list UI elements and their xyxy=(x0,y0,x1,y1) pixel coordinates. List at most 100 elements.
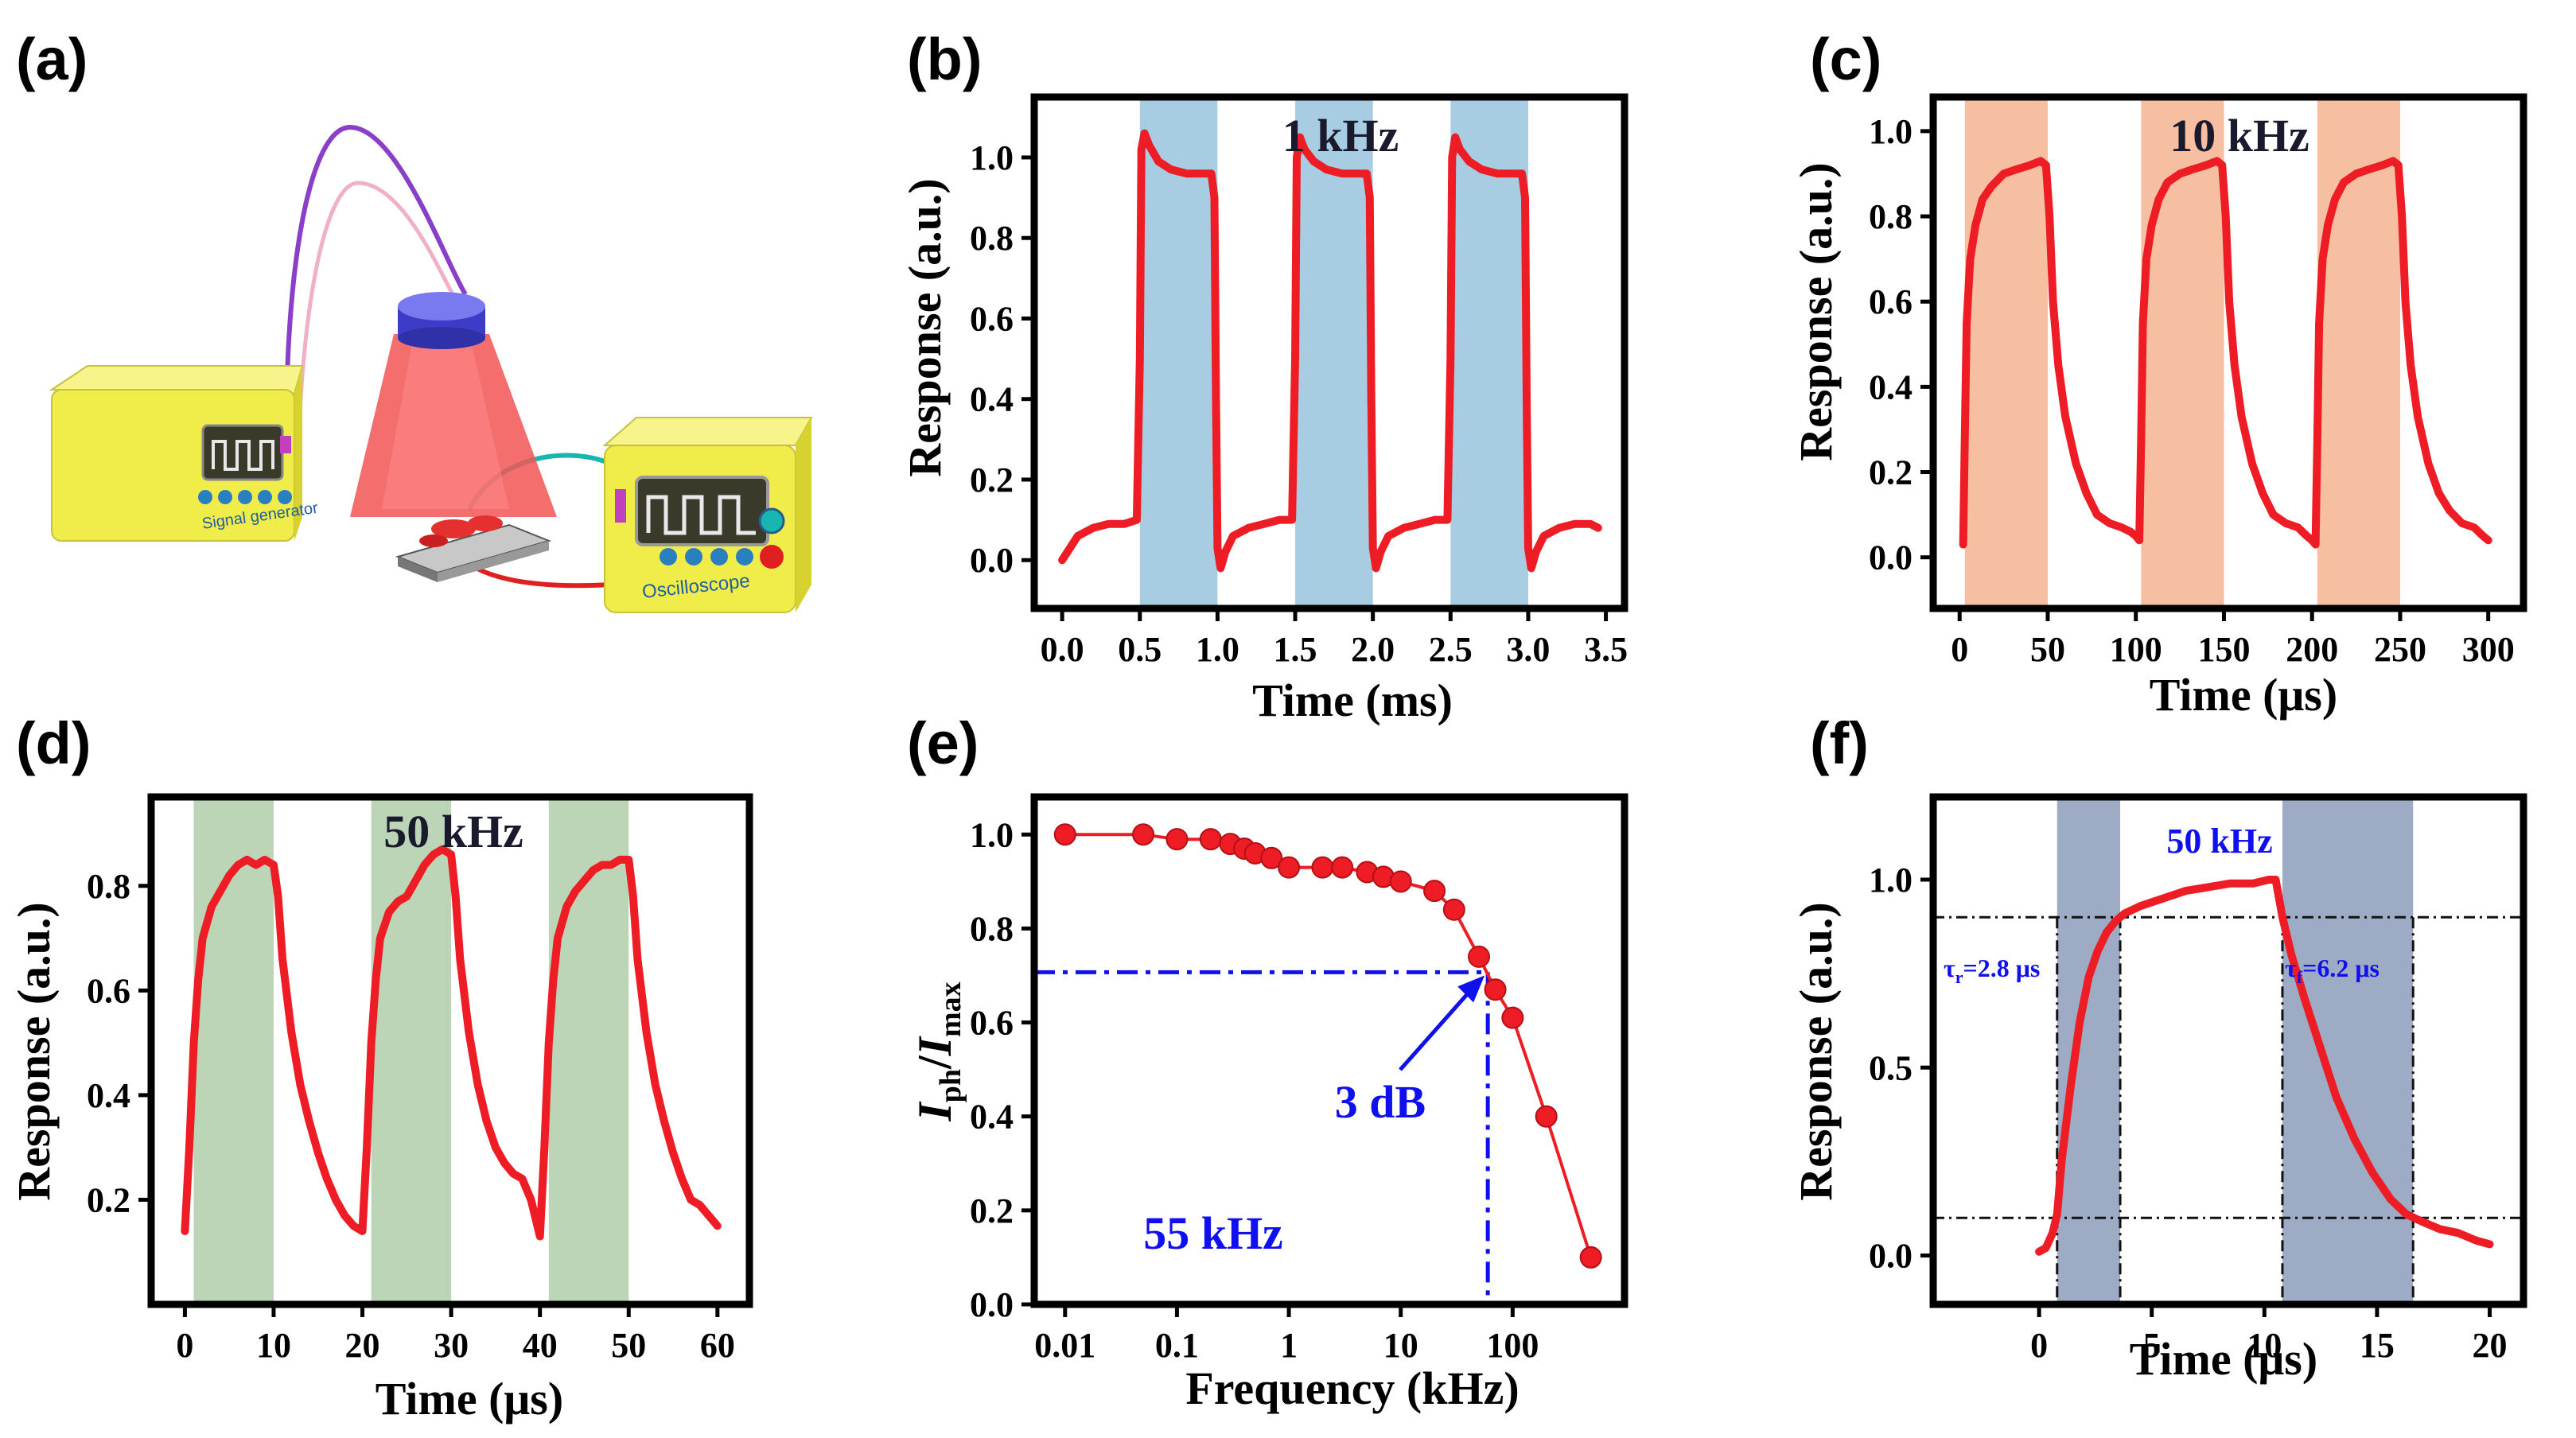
panel-e-y-tick-label-6: 1.0 xyxy=(970,815,1014,854)
panel-e-data-point-9 xyxy=(1278,856,1301,879)
panel-f-tau-rise-annotation: τr=2.8 μs xyxy=(1944,954,2040,987)
panel-c-y-tick-label-6: 1.0 xyxy=(1869,112,1913,151)
panel-b-band-3 xyxy=(1450,97,1528,608)
panel-e-x-tick-label-3: 1 xyxy=(1280,1326,1298,1365)
oscilloscope: Oscilloscope xyxy=(602,417,813,613)
panel-c-y-tick-label-1: 0.0 xyxy=(1869,538,1913,577)
panel-f-x-tick-label-2: 5 xyxy=(2143,1326,2161,1365)
panel-e-data-point-10 xyxy=(1311,856,1334,879)
panel-c-x-axis-label: Time (μs) xyxy=(2150,669,2337,721)
panel-b-y-tick-label-1: 0.0 xyxy=(970,541,1014,580)
panel-e-y-tick-label-4: 0.6 xyxy=(970,1004,1014,1043)
panel-b-x-tick-label-6: 2.5 xyxy=(1429,630,1473,669)
panel-e-data-point-14 xyxy=(1389,870,1412,893)
panel-b-x-tick-label-4: 1.5 xyxy=(1274,630,1317,669)
panel-c-x-tick-label-5: 200 xyxy=(2286,630,2338,669)
panel-e-plot-area: 3 dB 55 kHz 0.01 0.1 1 10 100 0.0 0.2 0.4 0.6 0.8 1.… xyxy=(970,793,1628,1365)
panel-e-data-point-4 xyxy=(1199,828,1222,851)
panel-d-x-tick-label-2: 10 xyxy=(256,1326,291,1365)
panel-f-y-tick-label-2: 0.5 xyxy=(1869,1048,1913,1087)
panel-d-x-tick-label-5: 40 xyxy=(523,1326,558,1365)
panel-b-x-axis-label: Time (ms) xyxy=(1252,674,1453,726)
signal-generator: Signal generator xyxy=(49,365,319,542)
panel-b-y-tick-label-5: 0.8 xyxy=(970,219,1014,258)
panel-f-series-line xyxy=(2035,876,2494,1256)
panel-e-y-tick-label-3: 0.4 xyxy=(970,1098,1014,1137)
panel-b-title: 1 kHz xyxy=(1282,110,1399,161)
panel-f-y-axis-label: Response (a.u.) xyxy=(1790,902,1842,1200)
panel-f-label: (f) xyxy=(1810,710,1869,776)
panel-c-x-tick-label-4: 150 xyxy=(2197,630,2250,669)
cable-pink xyxy=(296,181,460,454)
panel-c-y-tick-label-2: 0.2 xyxy=(1869,453,1913,492)
panel-b-x-tick-label-2: 0.5 xyxy=(1118,630,1162,669)
panel-b-label: (b) xyxy=(907,26,983,92)
panel-e-y-axis-label: Iph/Imax xyxy=(909,981,967,1121)
panel-e-x-tick-label-5: 100 xyxy=(1486,1326,1539,1365)
panel-d-title: 50 kHz xyxy=(383,806,523,857)
panel-b-y-tick-label-4: 0.6 xyxy=(970,299,1014,338)
panel-c-y-tick-label-3: 0.4 xyxy=(1869,367,1913,406)
panel-b-chart: (b) 0.0 0.5 1.0 1.5 2.0 2.5 3.0 3.5 0.0 0.2 0.4 0.6… xyxy=(899,26,1628,726)
panel-c-series-line xyxy=(1959,157,2492,549)
panel-e-data-point-17 xyxy=(1468,945,1491,968)
panel-e-data-point-20 xyxy=(1535,1105,1558,1128)
panel-f-y-tick-label-3: 1.0 xyxy=(1869,861,1913,900)
panel-f-x-tick-label-5: 20 xyxy=(2473,1326,2508,1365)
panel-d-x-tick-label-3: 20 xyxy=(345,1326,380,1365)
light-source xyxy=(350,292,557,517)
panel-e-data-point-18 xyxy=(1484,978,1507,1001)
panel-d-x-tick-label-4: 30 xyxy=(434,1326,469,1365)
panel-e-data-point-2 xyxy=(1132,823,1155,846)
panel-e-series-line xyxy=(1063,833,1593,1259)
panel-b-x-tick-label-8: 3.5 xyxy=(1584,630,1628,669)
panel-c-band-1 xyxy=(1964,97,2048,608)
panel-d-y-tick-label-1: 0.2 xyxy=(87,1180,130,1219)
panel-c-y-axis-label: Response (a.u.) xyxy=(1790,162,1842,461)
panel-e-x-tick-label-2: 0.1 xyxy=(1155,1326,1199,1365)
panel-c-y-tick-label-4: 0.6 xyxy=(1869,282,1913,321)
panel-b-plot-area: 0.0 0.5 1.0 1.5 2.0 2.5 3.0 3.5 0.0 0.2 0.4 0.6 0.8 1… xyxy=(970,93,1628,669)
panel-e-y-tick-label-5: 0.8 xyxy=(970,909,1014,948)
panel-d-x-tick-label-1: 0 xyxy=(176,1326,193,1365)
panel-b-y-tick-label-2: 0.2 xyxy=(970,461,1014,499)
panel-b-axes-frame xyxy=(1030,93,1628,612)
panel-d-band-1 xyxy=(193,797,274,1304)
panel-f-x-tick-label-3: 10 xyxy=(2247,1326,2282,1365)
panel-d-x-tick-label-7: 60 xyxy=(700,1326,735,1365)
panel-c-x-tick-label-7: 300 xyxy=(2462,630,2515,669)
panel-b-band-2 xyxy=(1295,97,1373,608)
panel-e-y-tick-label-1: 0.0 xyxy=(970,1285,1014,1324)
panel-d-y-axis-label: Response (a.u.) xyxy=(8,902,60,1200)
panel-c-plot-area: 0 50 100 150 200 250 300 0.0 0.2 0.4 0.6 0.8 1.0 xyxy=(1869,93,2527,669)
panel-f-band-1 xyxy=(2057,797,2121,1304)
panel-b-y-axis-label: Response (a.u.) xyxy=(899,178,951,476)
panel-e-label: (e) xyxy=(907,710,979,776)
panel-f-x-axis-label: Time (μs) xyxy=(2130,1333,2317,1385)
panel-e-data-point-15 xyxy=(1423,880,1446,903)
panel-c-label: (c) xyxy=(1810,26,1881,92)
panel-f-x-tick-label-1: 0 xyxy=(2030,1326,2048,1365)
panel-f-tau-fall-annotation: τf=6.2 μs xyxy=(2285,954,2379,987)
panel-c-axes-frame xyxy=(1929,93,2527,612)
panel-e-3db-annotation: 3 dB xyxy=(1335,1076,1426,1128)
panel-e-axes-frame xyxy=(1030,793,1628,1308)
panel-e-data-point-21 xyxy=(1579,1246,1602,1269)
panel-c-x-tick-label-1: 0 xyxy=(1951,630,1968,669)
panel-c-x-tick-label-6: 250 xyxy=(2374,630,2426,669)
panel-c-title: 10 kHz xyxy=(2169,110,2309,161)
panel-d-y-tick-label-4: 0.8 xyxy=(87,867,130,906)
panel-d-y-tick-label-3: 0.6 xyxy=(87,971,130,1010)
panel-c-x-tick-label-2: 50 xyxy=(2030,630,2065,669)
panel-d-label: (d) xyxy=(16,710,91,776)
panel-e-data-point-8 xyxy=(1260,846,1283,869)
panel-d-x-tick-label-6: 50 xyxy=(611,1326,646,1365)
panel-f-x-tick-label-4: 15 xyxy=(2360,1326,2395,1365)
panel-c-x-tick-label-3: 100 xyxy=(2110,630,2162,669)
panel-c-y-tick-label-5: 0.8 xyxy=(1869,197,1913,236)
sample-device xyxy=(395,515,552,582)
panel-f-plot-area: 50 kHz τr=2.8 μs τf=6.2 μs 0 5 10 15 20 0.0 0.5 1.… xyxy=(1869,793,2527,1365)
panel-e-x-tick-label-4: 10 xyxy=(1383,1326,1418,1365)
panel-b-x-tick-label-5: 2.0 xyxy=(1351,630,1395,669)
